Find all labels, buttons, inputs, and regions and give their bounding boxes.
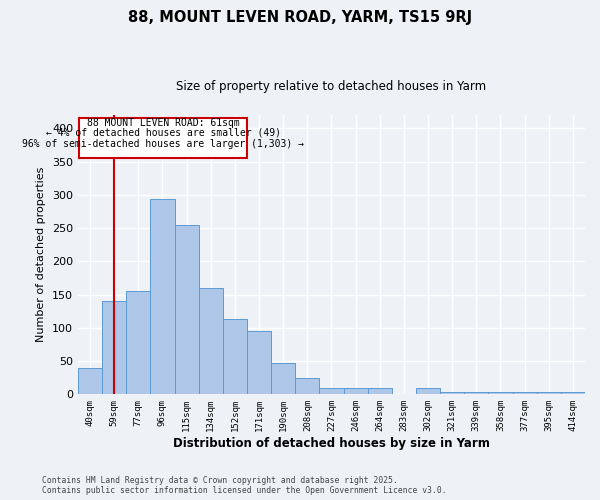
Text: 96% of semi-detached houses are larger (1,303) →: 96% of semi-detached houses are larger (… xyxy=(22,138,304,148)
Bar xyxy=(199,288,223,395)
Bar xyxy=(344,388,368,394)
Text: ← 4% of detached houses are smaller (49): ← 4% of detached houses are smaller (49) xyxy=(46,128,281,138)
Bar xyxy=(126,291,151,395)
Bar xyxy=(488,392,512,394)
Bar xyxy=(247,331,271,394)
Bar xyxy=(561,392,585,394)
Bar xyxy=(151,200,175,394)
Text: Contains HM Land Registry data © Crown copyright and database right 2025.
Contai: Contains HM Land Registry data © Crown c… xyxy=(42,476,446,495)
FancyBboxPatch shape xyxy=(79,118,247,158)
Bar xyxy=(223,319,247,394)
Text: 88, MOUNT LEVEN ROAD, YARM, TS15 9RJ: 88, MOUNT LEVEN ROAD, YARM, TS15 9RJ xyxy=(128,10,472,25)
Bar xyxy=(537,392,561,394)
Bar xyxy=(271,363,295,394)
Y-axis label: Number of detached properties: Number of detached properties xyxy=(37,167,46,342)
X-axis label: Distribution of detached houses by size in Yarm: Distribution of detached houses by size … xyxy=(173,437,490,450)
Title: Size of property relative to detached houses in Yarm: Size of property relative to detached ho… xyxy=(176,80,487,93)
Bar xyxy=(416,388,440,394)
Bar xyxy=(78,368,102,394)
Bar xyxy=(295,378,319,394)
Text: 88 MOUNT LEVEN ROAD: 61sqm: 88 MOUNT LEVEN ROAD: 61sqm xyxy=(86,118,239,128)
Bar xyxy=(512,392,537,394)
Bar xyxy=(175,224,199,394)
Bar xyxy=(464,392,488,394)
Bar xyxy=(440,392,464,394)
Bar xyxy=(319,388,344,394)
Bar xyxy=(102,301,126,394)
Bar xyxy=(368,388,392,394)
